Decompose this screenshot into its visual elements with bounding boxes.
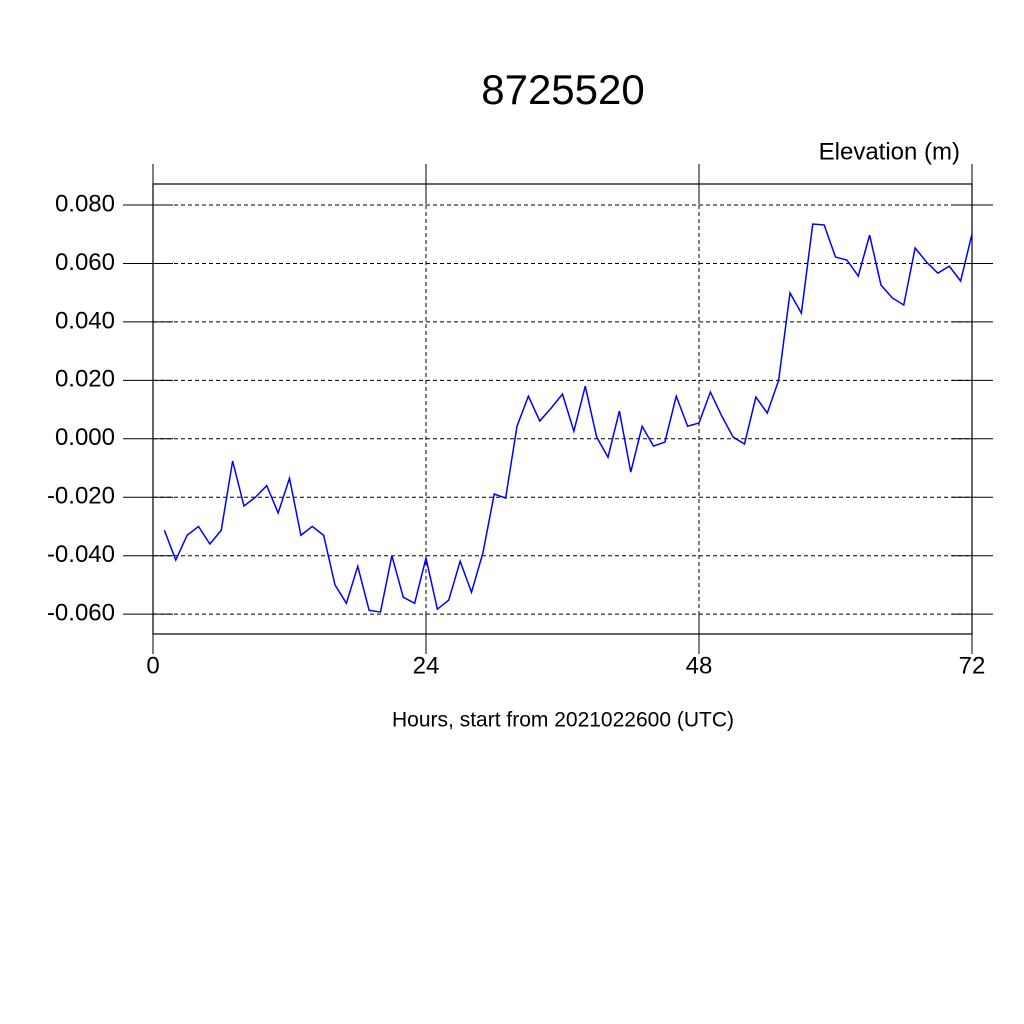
x-axis-label: Hours, start from 2021022600 (UTC) (392, 709, 734, 732)
y-tick-label: 0.080 (55, 190, 115, 217)
y-tick-label: 0.060 (55, 249, 115, 276)
y-tick-label: 0.020 (55, 366, 115, 393)
y-tick-label: 0.040 (55, 307, 115, 334)
x-tick-label: 24 (413, 652, 440, 679)
chart-title: 8725520 (481, 66, 645, 113)
y-tick-label: -0.040 (47, 541, 115, 568)
x-tick-label: 0 (146, 652, 159, 679)
y-tick-label: -0.060 (47, 599, 115, 626)
y-tick-label: -0.020 (47, 483, 115, 510)
y-axis-label: Elevation (m) (819, 138, 960, 165)
data-line (163, 223, 973, 613)
x-tick-label: 48 (686, 652, 713, 679)
plot-frame (152, 183, 973, 635)
x-tick-label: 72 (959, 652, 986, 679)
y-tick-label: 0.000 (55, 424, 115, 451)
